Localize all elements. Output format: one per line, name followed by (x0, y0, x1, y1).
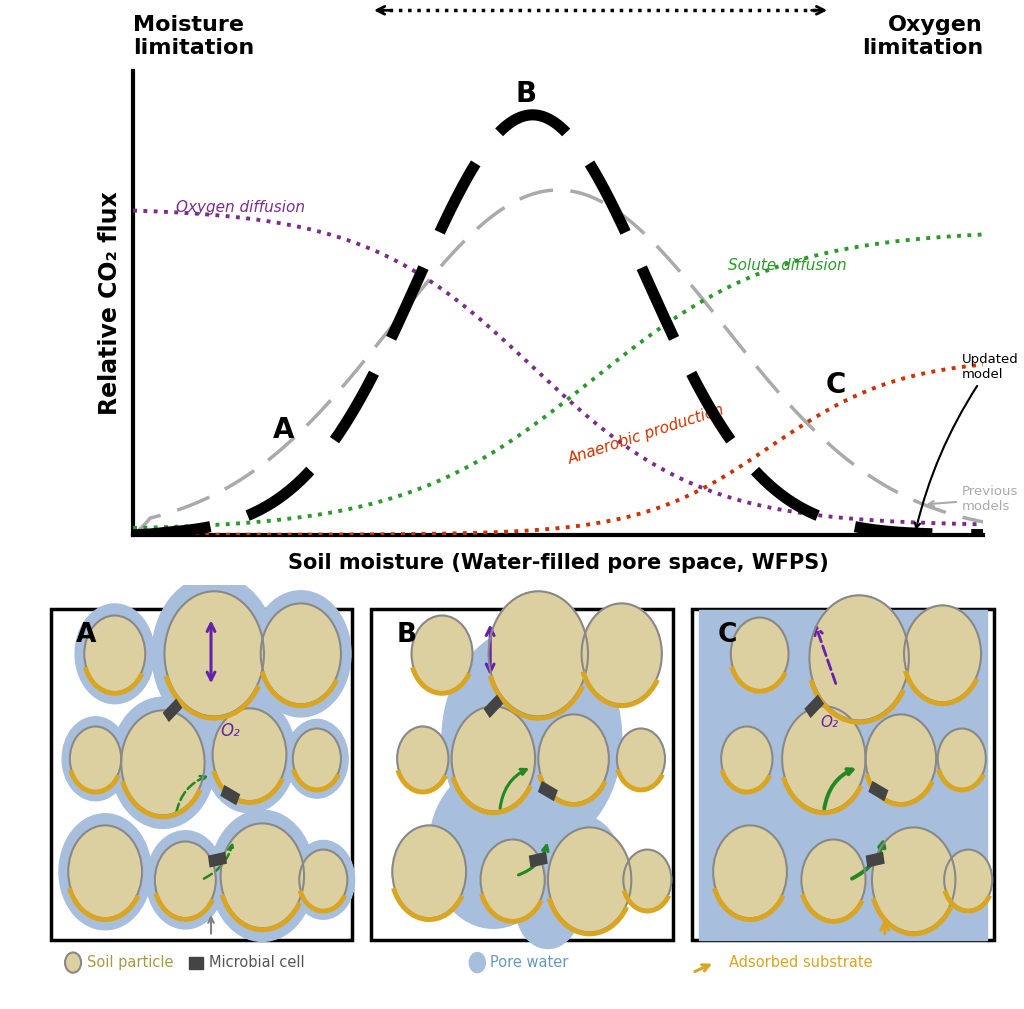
Circle shape (731, 618, 788, 690)
Text: A: A (76, 622, 96, 648)
Circle shape (582, 603, 662, 704)
Circle shape (452, 706, 536, 811)
Circle shape (469, 952, 485, 973)
Text: B: B (515, 80, 537, 108)
Text: Soil particle: Soil particle (87, 956, 174, 970)
Circle shape (782, 706, 865, 811)
Bar (805, 694, 824, 718)
Circle shape (220, 823, 304, 928)
Circle shape (809, 595, 909, 720)
Text: O₂: O₂ (220, 721, 241, 740)
Circle shape (213, 708, 287, 801)
Circle shape (70, 726, 121, 791)
Text: Oxygen
limitation: Oxygen limitation (862, 15, 983, 59)
Text: Adsorbed substrate: Adsorbed substrate (729, 956, 872, 970)
Circle shape (412, 615, 472, 692)
Text: Microbial cell: Microbial cell (209, 956, 305, 970)
Circle shape (516, 868, 580, 948)
Circle shape (210, 810, 314, 941)
Circle shape (904, 605, 981, 702)
Circle shape (84, 615, 145, 692)
Circle shape (442, 626, 622, 852)
Y-axis label: Relative CO₂ flux: Relative CO₂ flux (98, 191, 122, 415)
Bar (538, 781, 558, 801)
Circle shape (392, 825, 466, 918)
Bar (188, 957, 203, 969)
Circle shape (865, 714, 936, 803)
Circle shape (121, 710, 205, 815)
Circle shape (62, 716, 129, 801)
Circle shape (713, 825, 786, 918)
Text: Updated
model: Updated model (914, 353, 1019, 528)
Bar (528, 852, 548, 868)
Circle shape (146, 830, 224, 929)
Text: Pore water: Pore water (490, 956, 568, 970)
Circle shape (204, 696, 296, 813)
Bar (372, 609, 673, 940)
Circle shape (75, 604, 155, 703)
Bar (483, 694, 503, 718)
Text: B: B (397, 622, 417, 648)
Circle shape (721, 726, 772, 791)
Circle shape (539, 714, 609, 803)
Bar (163, 698, 182, 722)
Circle shape (155, 842, 216, 918)
Circle shape (872, 827, 955, 932)
Circle shape (152, 575, 276, 733)
Circle shape (624, 850, 672, 910)
Circle shape (111, 697, 215, 828)
Bar (692, 609, 994, 940)
Circle shape (293, 728, 341, 789)
Bar (208, 852, 227, 868)
Circle shape (165, 591, 264, 716)
Circle shape (397, 726, 449, 791)
Text: Moisture
limitation: Moisture limitation (133, 15, 254, 59)
Circle shape (251, 591, 351, 716)
Circle shape (429, 767, 557, 928)
Text: A: A (273, 416, 295, 444)
Text: C: C (825, 371, 846, 400)
Circle shape (616, 728, 665, 789)
Circle shape (938, 728, 986, 789)
Circle shape (944, 850, 992, 910)
Circle shape (286, 719, 348, 798)
Circle shape (59, 813, 152, 930)
Circle shape (539, 815, 622, 920)
Text: Previous
models: Previous models (929, 485, 1018, 514)
Bar (865, 852, 885, 868)
Circle shape (69, 825, 142, 918)
Circle shape (480, 839, 545, 920)
Circle shape (802, 839, 865, 920)
Circle shape (548, 827, 632, 932)
Circle shape (261, 603, 341, 704)
Circle shape (66, 952, 81, 973)
Bar (698, 610, 987, 939)
Text: O₂: O₂ (820, 715, 839, 730)
Text: Soil moisture (Water-filled pore space, WFPS): Soil moisture (Water-filled pore space, … (288, 553, 828, 573)
Text: Anaerobic production: Anaerobic production (566, 403, 727, 467)
Bar (220, 785, 241, 805)
Circle shape (488, 591, 588, 716)
Bar (868, 781, 889, 801)
Circle shape (299, 850, 347, 910)
Circle shape (292, 840, 354, 919)
Text: C: C (718, 622, 737, 648)
Text: Solute diffusion: Solute diffusion (728, 257, 847, 272)
Bar (50, 609, 352, 940)
Text: Oxygen diffusion: Oxygen diffusion (176, 200, 304, 215)
